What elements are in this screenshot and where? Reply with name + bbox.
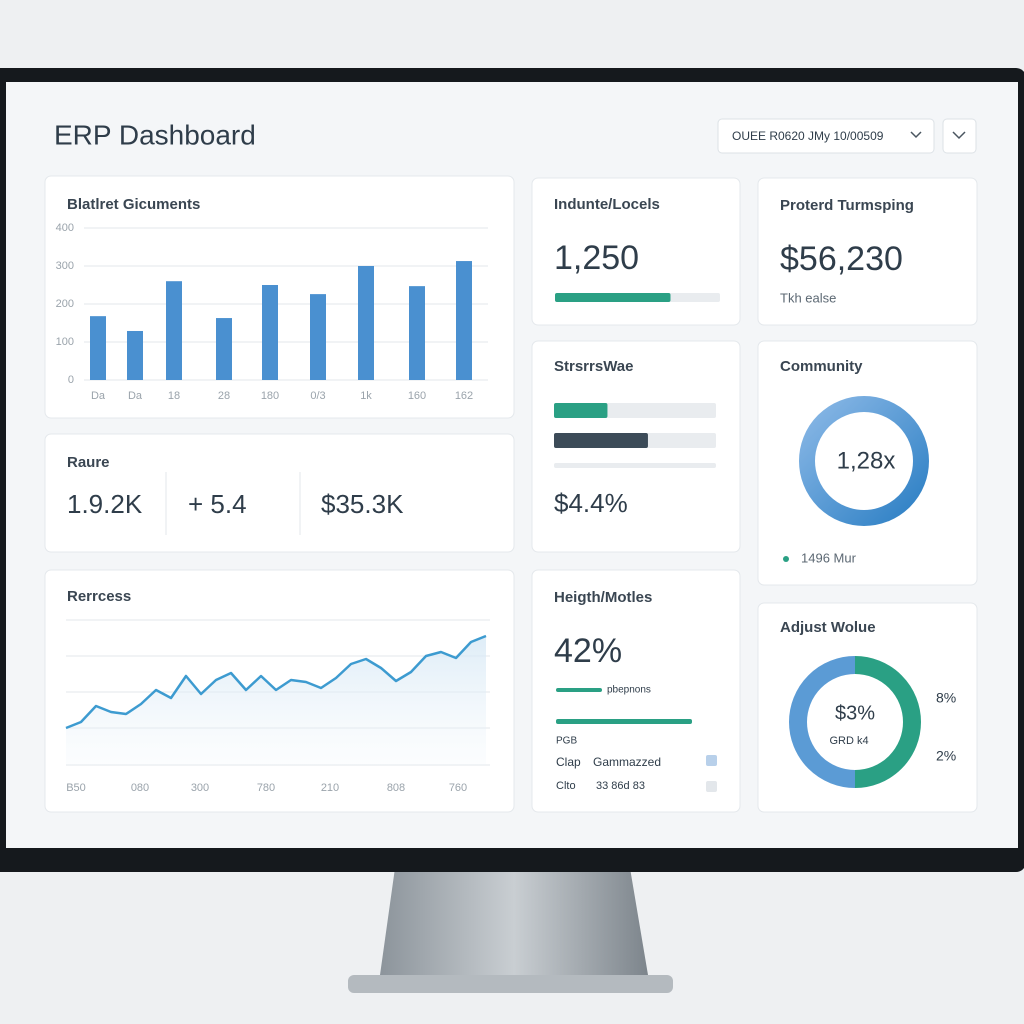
y-tick-label: 300: [56, 260, 74, 272]
kpi-value: 1,250: [554, 239, 639, 277]
y-tick-label: 200: [56, 298, 74, 310]
card-title: Adjust Wolue: [780, 619, 876, 636]
donut-label: 8%: [936, 690, 956, 706]
bar: [127, 330, 143, 380]
bar-chart: 0 100 200 300 400 Da Da 18 28 180 0/3 1k 160 162: [56, 222, 488, 402]
card: [757, 177, 978, 326]
donut-segment: [789, 656, 856, 788]
card-title: Indunte/Locels: [554, 196, 660, 213]
bar: [310, 294, 326, 380]
x-tick-label: 210: [321, 782, 339, 794]
card: [44, 433, 515, 553]
card: [44, 175, 515, 419]
card: [531, 177, 741, 326]
progress-bar: [554, 403, 608, 418]
kpi-value: 42%: [554, 632, 622, 670]
y-tick-label: 100: [56, 336, 74, 348]
checkbox[interactable]: [706, 755, 717, 766]
menu-chevron: [952, 131, 966, 140]
dropdown-chevron: [910, 131, 922, 139]
card: [757, 340, 978, 586]
line-chart: B50 080 300 780 210 808 760: [65, 634, 487, 794]
card-title: StrsrrsWae: [554, 358, 633, 375]
x-tick-label: Da: [128, 390, 143, 402]
x-tick-label: 808: [387, 782, 405, 794]
summary-value: $35.3K: [321, 489, 404, 519]
x-tick-label: 162: [455, 390, 473, 402]
summary-value: 1.9.2K: [67, 489, 143, 519]
card: [531, 569, 741, 813]
x-tick-label: Da: [91, 390, 106, 402]
x-tick-label: 760: [449, 782, 467, 794]
progress-bar: [555, 293, 671, 302]
progress-track: [554, 463, 716, 468]
kpi-note: Tkh ealse: [780, 290, 836, 305]
x-tick-label: 1k: [360, 390, 372, 402]
summary-value: + 5.4: [188, 489, 247, 519]
row-label: PGB: [556, 736, 577, 747]
monitor-base: [348, 975, 673, 993]
x-tick-label: 0/3: [310, 390, 325, 402]
bar: [409, 286, 425, 380]
card-title: Proterd Turmsping: [780, 197, 914, 214]
card-title: Heigth/Motles: [554, 589, 652, 606]
progress-bar: [554, 433, 648, 448]
bar: [358, 266, 374, 380]
row-label: Clap: [556, 755, 581, 769]
x-tick-label: B50: [66, 782, 86, 794]
donut-sub: GRD k4: [829, 735, 868, 747]
x-tick-label: 18: [168, 390, 180, 402]
bar: [262, 285, 278, 380]
bar: [90, 316, 106, 380]
mini-bar: [556, 719, 692, 724]
row-value: 33 86d 83: [596, 780, 645, 792]
donut-label: 2%: [936, 748, 956, 764]
row-value: Gammazzed: [593, 755, 661, 769]
y-tick-label: 400: [56, 222, 74, 234]
x-tick-label: 080: [131, 782, 149, 794]
card-title: Blatlret Gicuments: [67, 196, 200, 213]
x-tick-label: 180: [261, 390, 279, 402]
legend-dot: [783, 556, 789, 562]
legend-text: 1496 Mur: [801, 550, 857, 565]
menu-button[interactable]: [942, 118, 977, 154]
page-title: ERP Dashboard: [54, 119, 256, 150]
line-series: [65, 634, 487, 730]
donut-ring: [799, 396, 929, 526]
kpi-value: $4.4%: [554, 488, 628, 518]
date-dropdown-text: OUEE R0620 JMy 10/00509: [732, 129, 884, 143]
progress-list: [554, 403, 716, 448]
x-tick-label: 28: [218, 390, 230, 402]
monitor-stand: [380, 868, 648, 975]
donut-center: $3%: [835, 702, 875, 724]
card-title: Raure: [67, 454, 110, 471]
bar: [216, 318, 232, 380]
y-tick-label: 0: [68, 374, 74, 386]
x-tick-label: 780: [257, 782, 275, 794]
donut-center: 1,28x: [837, 447, 896, 474]
donut-segment: [854, 656, 921, 788]
card-title: Rerrcess: [67, 588, 131, 605]
row-label: Clto: [556, 780, 576, 792]
kpi-value: $56,230: [780, 240, 903, 278]
card-title: Community: [780, 358, 863, 375]
bar: [456, 261, 472, 380]
checkbox[interactable]: [706, 781, 717, 792]
x-tick-label: 160: [408, 390, 426, 402]
donut-chart: [789, 656, 921, 788]
bar-label: pbepnons: [607, 685, 651, 696]
date-dropdown[interactable]: [717, 118, 935, 154]
mini-bar: [556, 688, 602, 692]
x-tick-label: 300: [191, 782, 209, 794]
bar: [166, 281, 182, 380]
